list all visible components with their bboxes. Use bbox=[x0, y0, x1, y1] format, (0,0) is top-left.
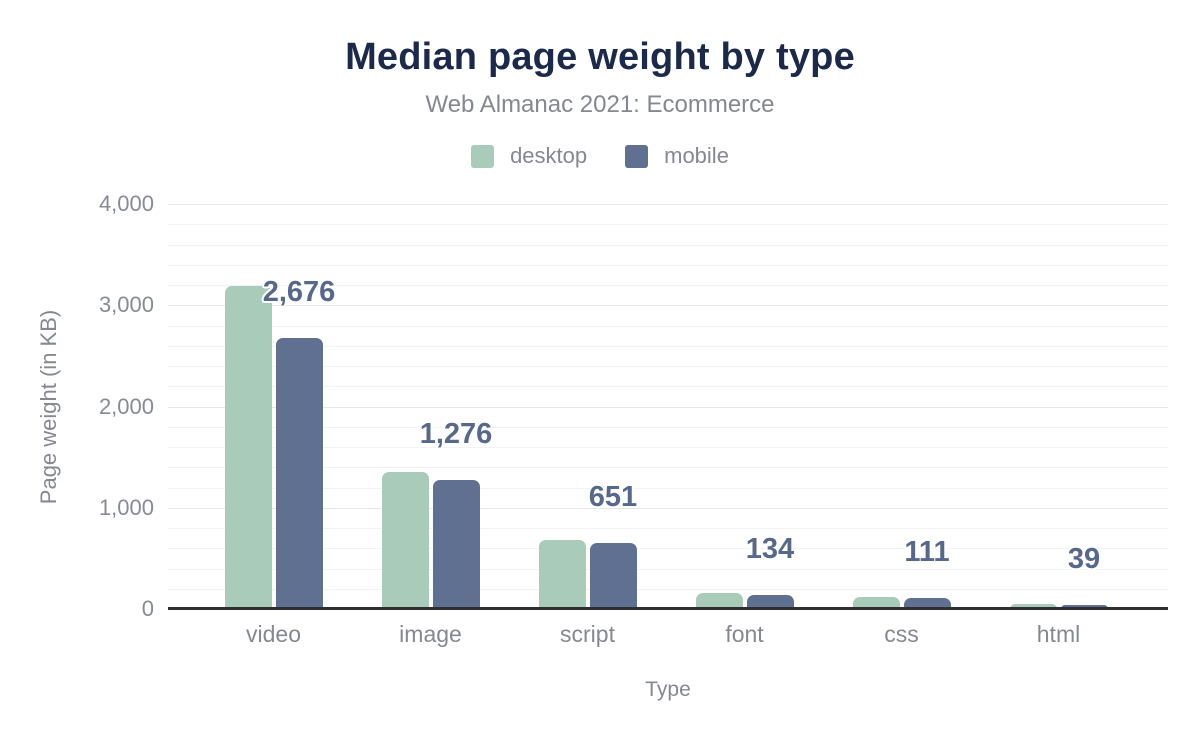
bar-value-label: 651 bbox=[588, 481, 638, 514]
x-tick-label: script bbox=[560, 621, 615, 647]
bar-value-label: 111 bbox=[904, 535, 950, 568]
bar-value-label: 134 bbox=[745, 533, 795, 566]
legend-item-mobile: mobile bbox=[625, 143, 729, 169]
bar-desktop-image bbox=[381, 472, 429, 609]
bar-mobile-image bbox=[432, 479, 480, 609]
bar-mobile-css bbox=[903, 597, 951, 609]
legend-label-desktop: desktop bbox=[510, 143, 588, 168]
gridline bbox=[168, 528, 1168, 529]
bar-desktop-css bbox=[852, 597, 900, 609]
x-tick-label: image bbox=[399, 621, 462, 647]
x-axis-line bbox=[168, 607, 1168, 610]
bar-mobile-font bbox=[746, 595, 794, 609]
x-axis-title: Type bbox=[645, 678, 691, 701]
gridline bbox=[168, 345, 1168, 347]
x-tick-label: html bbox=[1036, 621, 1081, 647]
gridline bbox=[168, 366, 1168, 367]
bar-desktop-html bbox=[1009, 604, 1057, 609]
bar-value-label: 39 bbox=[1067, 543, 1101, 576]
gridline bbox=[168, 406, 1168, 408]
bar-desktop-font bbox=[695, 592, 743, 609]
chart-subtitle: Web Almanac 2021: Ecommerce bbox=[425, 91, 775, 118]
gridline bbox=[168, 507, 1168, 509]
gridline bbox=[168, 264, 1168, 266]
desktop-swatch-icon bbox=[471, 144, 495, 168]
gridline bbox=[168, 568, 1168, 570]
chart-title: Median page weight by type bbox=[345, 36, 855, 78]
gridline bbox=[168, 204, 1168, 205]
gridline bbox=[168, 426, 1168, 428]
bar-mobile-video bbox=[275, 338, 323, 609]
y-axis-title: Page weight (in KB) bbox=[36, 309, 61, 504]
y-tick-label: 4,000 bbox=[98, 191, 154, 216]
legend-label-mobile: mobile bbox=[664, 143, 729, 168]
x-tick-label: font bbox=[725, 621, 764, 647]
gridline bbox=[168, 548, 1168, 550]
gridline bbox=[168, 386, 1168, 388]
gridline bbox=[168, 325, 1168, 327]
y-tick-label: 0 bbox=[141, 596, 154, 621]
gridline bbox=[168, 305, 1168, 307]
x-tick-label: css bbox=[884, 621, 919, 647]
gridline bbox=[168, 467, 1168, 469]
gridline bbox=[168, 447, 1168, 448]
x-tick-label: video bbox=[246, 621, 301, 647]
bar-value-label: 1,276 bbox=[419, 417, 493, 450]
bar-value-label: 2,676 bbox=[262, 276, 336, 309]
bar-desktop-script bbox=[538, 540, 586, 609]
y-tick-label: 2,000 bbox=[98, 393, 154, 419]
bar-desktop-video bbox=[224, 286, 272, 609]
gridline bbox=[168, 588, 1168, 590]
bar-mobile-script bbox=[589, 543, 637, 609]
y-tick-label: 3,000 bbox=[98, 292, 154, 318]
gridline bbox=[168, 487, 1168, 489]
gridline bbox=[168, 224, 1168, 226]
gridline bbox=[168, 285, 1168, 286]
y-tick-label: 1,000 bbox=[98, 494, 154, 520]
mobile-swatch-icon bbox=[625, 144, 649, 168]
legend-item-desktop: desktop bbox=[471, 143, 587, 169]
legend: desktop mobile bbox=[0, 143, 1200, 169]
gridline bbox=[168, 244, 1168, 246]
